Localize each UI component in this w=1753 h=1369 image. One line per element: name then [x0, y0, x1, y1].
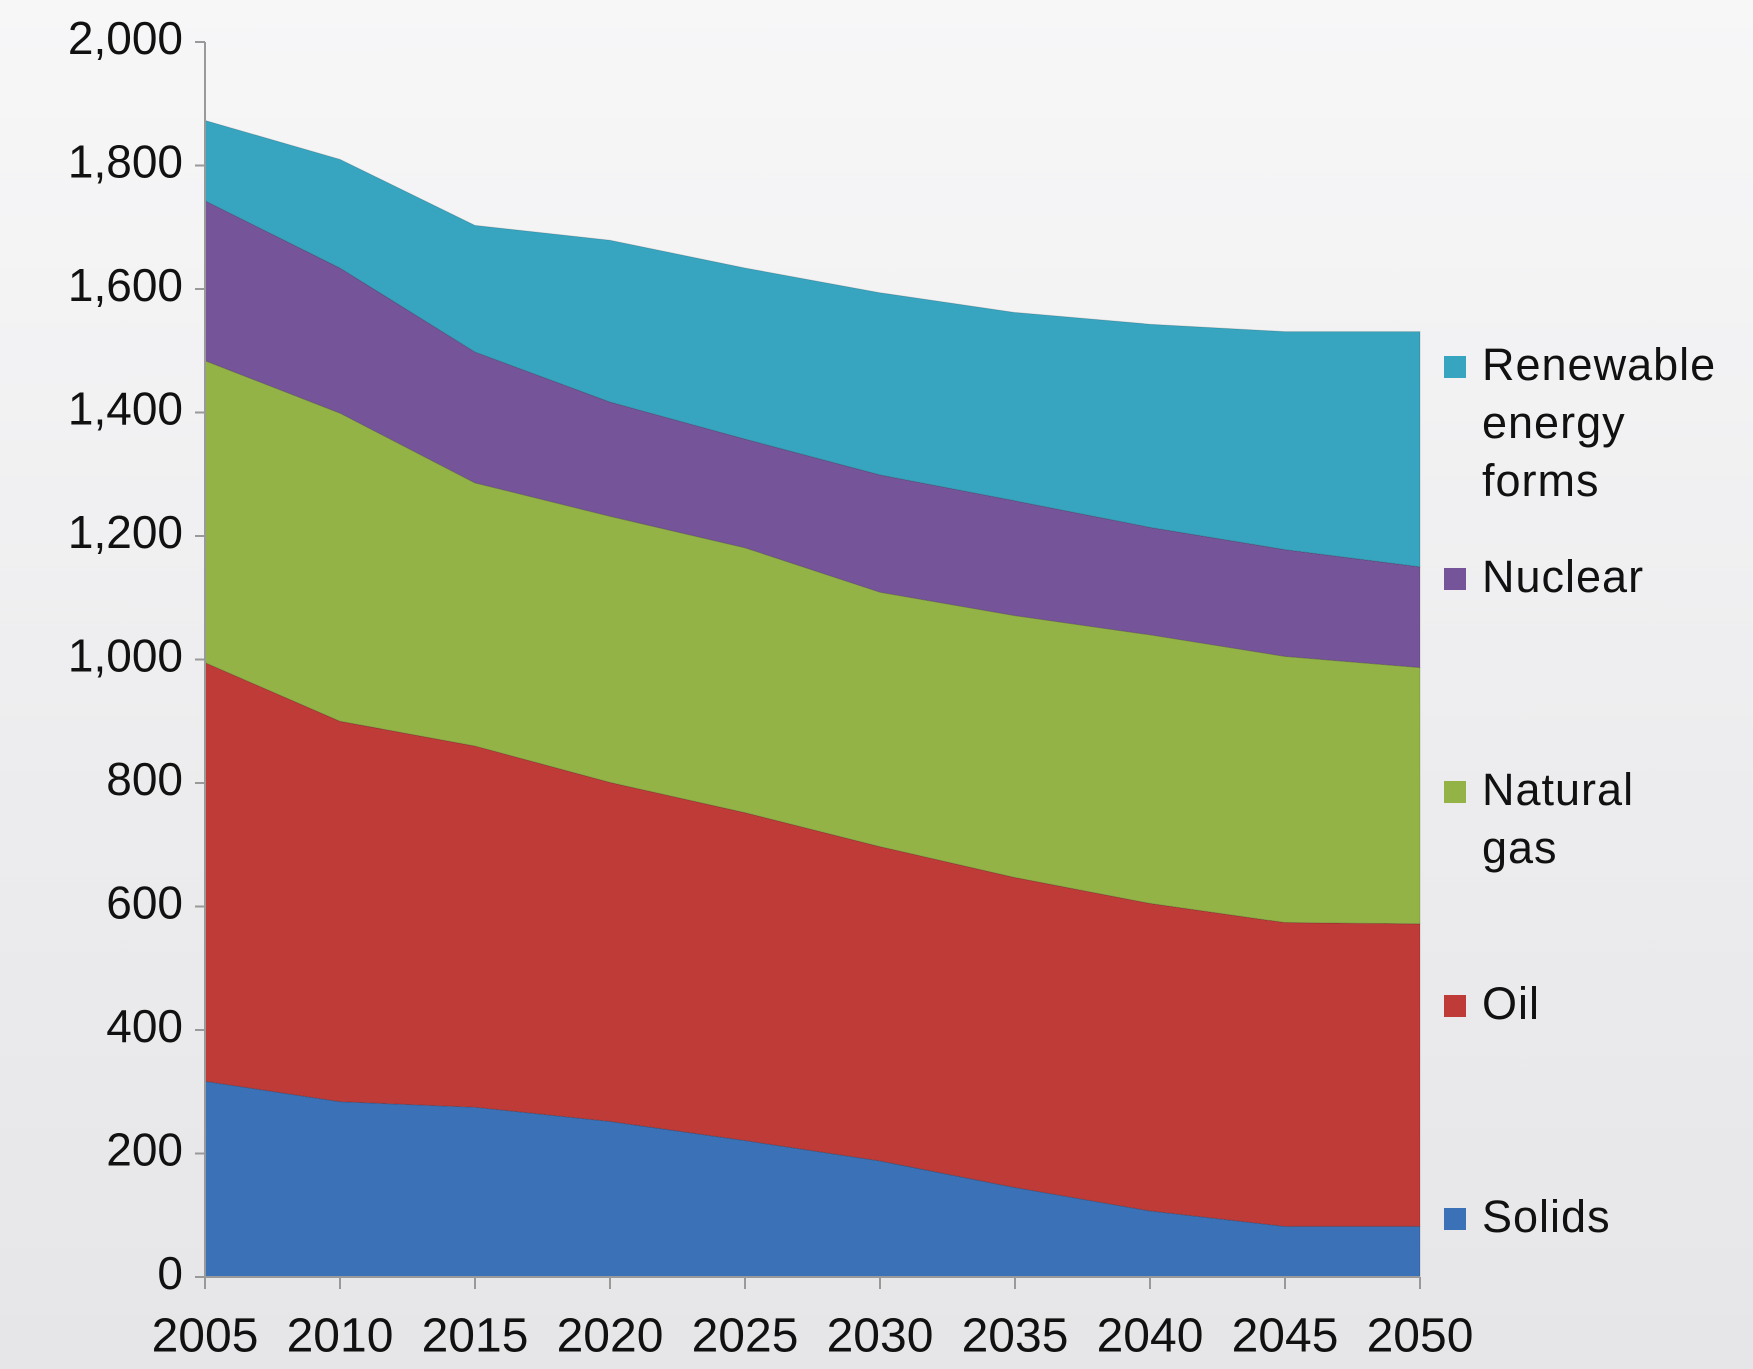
- area: [204, 661, 1421, 1227]
- x-tick-label: 2010: [287, 1310, 394, 1363]
- area: [204, 119, 1421, 568]
- y-tick-label: 1,400: [68, 383, 183, 435]
- x-tick-label: 2025: [692, 1310, 799, 1363]
- legend-label: Solids: [1482, 1191, 1611, 1242]
- y-tick-label: 1,000: [68, 630, 183, 682]
- legend-label: Oil: [1482, 978, 1540, 1029]
- x-tick-label: 2050: [1367, 1310, 1474, 1363]
- area: [204, 199, 1421, 669]
- x-tick-label: 2015: [422, 1310, 529, 1363]
- legend-swatch: [1444, 1208, 1466, 1230]
- legend-label: Renewable energy forms: [1482, 339, 1716, 506]
- legend-swatch: [1444, 356, 1466, 378]
- y-tick-label: 1,200: [68, 506, 183, 558]
- legend-swatch: [1444, 568, 1466, 590]
- x-tick-label: 2030: [827, 1310, 934, 1363]
- x-tick-label: 2040: [1097, 1310, 1204, 1363]
- y-tick-label: 600: [106, 877, 183, 929]
- y-tick-label: 800: [106, 753, 183, 805]
- y-tick-label: 1,600: [68, 259, 183, 311]
- x-tick-label: 2020: [557, 1310, 664, 1363]
- legend-label: Nuclear: [1482, 551, 1644, 602]
- y-tick-label: 400: [106, 1000, 183, 1052]
- legend-label: Natural gas: [1482, 764, 1634, 873]
- legend-swatch: [1444, 995, 1466, 1017]
- legend-swatch: [1444, 781, 1466, 803]
- y-tick-label: 200: [106, 1124, 183, 1176]
- x-tick-label: 2035: [962, 1310, 1069, 1363]
- y-tick-label: 1,800: [68, 136, 183, 188]
- y-tick-label: 2,000: [68, 12, 183, 64]
- y-tick-label: 0: [157, 1247, 183, 1299]
- x-tick-label: 2045: [1232, 1310, 1339, 1363]
- x-tick-label: 2005: [152, 1310, 259, 1363]
